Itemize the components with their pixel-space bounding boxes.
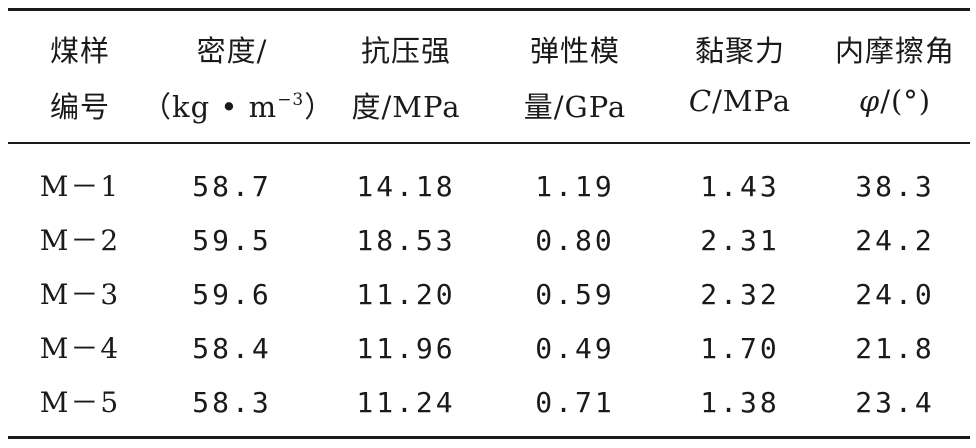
cell-compressive-strength: 11.24 — [356, 386, 456, 419]
table-row: M－5 58.3 11.24 0.71 1.38 23.4 — [8, 376, 970, 430]
header-symbol: C — [688, 84, 713, 118]
cell-friction-angle: 38.3 — [855, 170, 935, 203]
cell-sample-id: M－4 — [39, 332, 121, 365]
header-compressive-strength: 抗压强 度/MPa — [322, 8, 490, 142]
header-sample-id: 煤样 编号 — [18, 8, 142, 142]
table-row: M－4 58.4 11.96 0.49 1.70 21.8 — [8, 322, 970, 376]
cell-friction-angle: 24.0 — [855, 278, 935, 311]
header-line-2: 编号 — [49, 90, 110, 124]
cell-elastic-modulus: 1.19 — [535, 170, 615, 203]
header-unit: /(°) — [880, 84, 932, 118]
table-header: 煤样 编号 密度/ （kg • m−3） 抗压强 度/MPa 弹性模 量/GPa… — [8, 8, 970, 142]
cell-cohesion: 1.43 — [700, 170, 780, 203]
header-friction-angle: 内摩擦角 φ/(°) — [820, 8, 970, 142]
header-symbol: φ — [858, 84, 881, 118]
header-density: 密度/ （kg • m−3） — [142, 8, 333, 142]
coal-sample-table: 煤样 编号 密度/ （kg • m−3） 抗压强 度/MPa 弹性模 量/GPa… — [8, 8, 970, 440]
cell-density: 59.5 — [192, 224, 272, 257]
cell-cohesion: 2.32 — [700, 278, 780, 311]
cell-sample-id: M－1 — [39, 170, 121, 203]
header-line-2: φ/(°) — [820, 84, 970, 118]
header-unit-exponent: −3 — [277, 90, 305, 110]
cell-compressive-strength: 11.20 — [356, 278, 456, 311]
cell-density: 58.7 — [192, 170, 272, 203]
table-body: M－1 58.7 14.18 1.19 1.43 38.3 M－2 59.5 1… — [8, 144, 970, 430]
cell-sample-id: M－2 — [39, 224, 121, 257]
header-line-1: 密度/ — [196, 34, 268, 68]
cell-friction-angle: 24.2 — [855, 224, 935, 257]
table-row: M－2 59.5 18.53 0.80 2.31 24.2 — [8, 214, 970, 268]
cell-cohesion: 2.31 — [700, 224, 780, 257]
cell-compressive-strength: 18.53 — [356, 224, 456, 257]
cell-elastic-modulus: 0.59 — [535, 278, 615, 311]
table-header-rule — [8, 142, 970, 144]
table-row: M－1 58.7 14.18 1.19 1.43 38.3 — [8, 160, 970, 214]
header-line-1: 抗压强 — [360, 34, 451, 68]
header-unit-suffix: ） — [304, 90, 335, 124]
header-cohesion: 黏聚力 C/MPa — [660, 8, 820, 142]
cell-cohesion: 1.70 — [700, 332, 780, 365]
header-line-1: 煤样 — [49, 34, 110, 68]
cell-cohesion: 1.38 — [700, 386, 780, 419]
header-line-1: 内摩擦角 — [834, 34, 955, 68]
cell-density: 58.4 — [192, 332, 272, 365]
header-unit-prefix: （kg • m — [142, 90, 278, 124]
cell-friction-angle: 23.4 — [855, 386, 935, 419]
cell-elastic-modulus: 0.80 — [535, 224, 615, 257]
header-line-2: 度/MPa — [351, 90, 461, 124]
cell-elastic-modulus: 0.71 — [535, 386, 615, 419]
header-line-2: C/MPa — [660, 84, 820, 118]
header-line-1: 弹性模 — [529, 34, 620, 68]
cell-compressive-strength: 11.96 — [356, 332, 456, 365]
cell-elastic-modulus: 0.49 — [535, 332, 615, 365]
cell-friction-angle: 21.8 — [855, 332, 935, 365]
cell-compressive-strength: 14.18 — [356, 170, 456, 203]
table-bottom-rule — [8, 436, 970, 439]
table-top-rule — [8, 8, 970, 11]
header-line-2: （kg • m−3） — [142, 84, 333, 126]
header-line-2: 量/GPa — [523, 90, 627, 124]
cell-sample-id: M－5 — [39, 386, 121, 419]
header-elastic-modulus: 弹性模 量/GPa — [490, 8, 660, 142]
cell-density: 59.6 — [192, 278, 272, 311]
header-line-1: 黏聚力 — [694, 34, 785, 68]
header-unit: /MPa — [712, 84, 792, 118]
cell-density: 58.3 — [192, 386, 272, 419]
cell-sample-id: M－3 — [39, 278, 121, 311]
table-row: M－3 59.6 11.20 0.59 2.32 24.0 — [8, 268, 970, 322]
